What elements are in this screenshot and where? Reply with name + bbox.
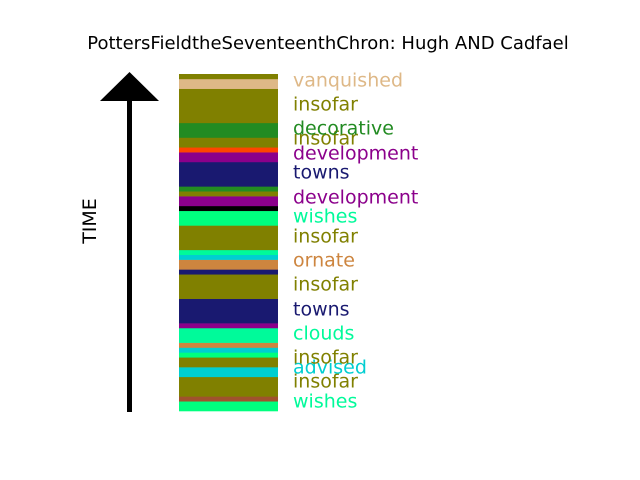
chart-title: PottersFieldtheSeventeenthChron: Hugh AN… bbox=[87, 33, 569, 54]
segment-label: insofar bbox=[293, 371, 358, 393]
timeline-segment bbox=[179, 376, 278, 397]
segment-label: insofar bbox=[293, 128, 358, 150]
time-arrow-head bbox=[100, 72, 159, 101]
timeline-segment bbox=[179, 74, 278, 80]
timeline-segment bbox=[179, 205, 278, 212]
segment-label: clouds bbox=[293, 323, 354, 345]
segment-label: wishes bbox=[293, 391, 357, 413]
timeline-segment bbox=[179, 152, 278, 163]
timeline-segment bbox=[179, 191, 278, 197]
timeline-segment bbox=[179, 249, 278, 256]
timeline-segment bbox=[179, 357, 278, 368]
timeline-segment bbox=[179, 352, 278, 358]
segment-label: towns bbox=[293, 162, 350, 184]
timeline-segment bbox=[179, 88, 278, 124]
timeline-segment bbox=[179, 137, 278, 148]
timeline-segment bbox=[179, 342, 278, 348]
time-arrow bbox=[100, 72, 159, 412]
segment-label: ornate bbox=[293, 250, 355, 272]
timeline-segment bbox=[179, 274, 278, 299]
segment-label: advised bbox=[293, 357, 367, 379]
time-arrow-shaft bbox=[127, 98, 132, 412]
segment-label: decorative bbox=[293, 118, 394, 140]
timeline-segment bbox=[179, 147, 278, 153]
y-axis-label: TIME bbox=[79, 198, 101, 245]
segment-label: insofar bbox=[293, 94, 358, 116]
segment-label: vanquished bbox=[293, 70, 403, 92]
timeline-segment bbox=[179, 396, 278, 402]
timeline-segment bbox=[179, 347, 278, 353]
timeline-segment bbox=[179, 401, 278, 412]
timeline-segment bbox=[179, 210, 278, 226]
timeline-segment bbox=[179, 254, 278, 260]
timeline-segment bbox=[179, 327, 278, 343]
timeline-segment bbox=[179, 367, 278, 378]
timeline-segment bbox=[179, 269, 278, 275]
segment-labels: wishesinsofaradvisedinsofarcloudstownsin… bbox=[293, 70, 418, 413]
timeline-stack bbox=[179, 74, 278, 412]
timeline-segment bbox=[179, 225, 278, 251]
segment-label: development bbox=[293, 187, 418, 209]
segment-label: wishes bbox=[293, 206, 357, 228]
timeline-segment bbox=[179, 161, 278, 187]
timeline-segment bbox=[179, 196, 278, 207]
segment-label: development bbox=[293, 143, 418, 165]
timeline-segment bbox=[179, 259, 278, 270]
timeline-segment bbox=[179, 186, 278, 192]
timeline-segment bbox=[179, 78, 278, 89]
segment-label: insofar bbox=[293, 347, 358, 369]
timeline-segment bbox=[179, 122, 278, 138]
timeline-segment bbox=[179, 323, 278, 329]
segment-label: towns bbox=[293, 299, 350, 321]
timeline-segment bbox=[179, 298, 278, 324]
segment-label: insofar bbox=[293, 274, 358, 296]
segment-label: insofar bbox=[293, 226, 358, 248]
